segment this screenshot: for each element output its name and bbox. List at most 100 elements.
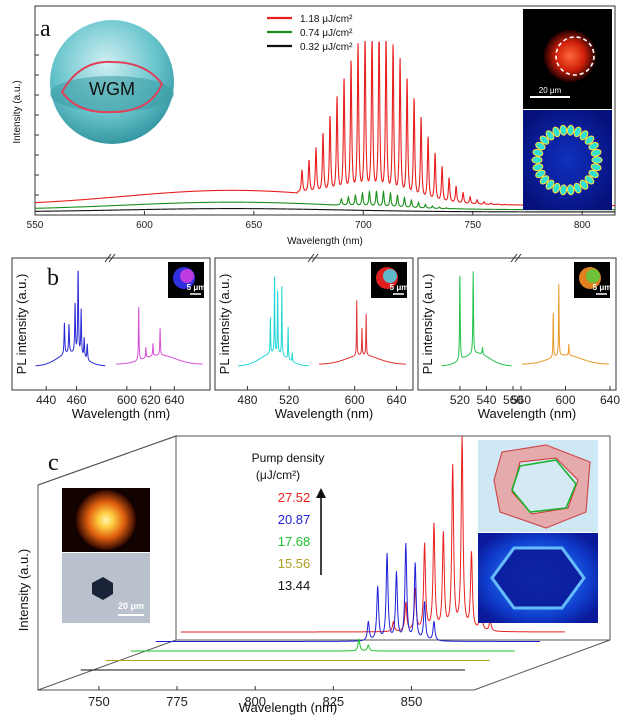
panel-c-letter: c xyxy=(48,450,59,476)
panel-b-xlabel: Wavelength (nm) xyxy=(72,406,171,421)
wgm-field-lobe xyxy=(532,148,544,157)
wgm-field-lobe xyxy=(545,179,555,190)
panel-b-frame xyxy=(214,257,414,391)
scalebar-c-label: 20 μm xyxy=(118,601,144,611)
panel-b-x-tick-label: 520 xyxy=(279,393,299,407)
pump-density-value: 20.87 xyxy=(278,512,311,527)
panel-a-x-tick-label: 550 xyxy=(27,220,44,231)
emission-spot xyxy=(544,30,596,82)
pump-density-unit: (μJ/cm²) xyxy=(256,468,300,482)
wgm-field-lobe xyxy=(531,156,543,164)
panel-b-spectrum xyxy=(441,271,512,367)
wgm-field-lobe xyxy=(591,156,603,164)
panel-b-x-tick-label: 600 xyxy=(345,393,365,407)
panel-b-ylabel: PL intensity (a.u.) xyxy=(14,274,29,375)
wgm-field-lobe xyxy=(579,179,589,190)
panel-b-letter: b xyxy=(47,265,59,291)
panel-b-x-tick-label: 560 xyxy=(503,393,523,407)
panel-c: c Intensity (a.u.) Wavelength (nm) 750 77… xyxy=(16,435,611,715)
cavity-inner-face xyxy=(511,457,579,515)
panel-a: a Intensity (a.u.) Wavelength (nm) 550 60… xyxy=(12,5,616,247)
scalebar-a-label: 20 μm xyxy=(539,86,562,95)
wgm-field-lobe xyxy=(588,141,599,151)
wgm-field-lobe xyxy=(573,182,582,194)
panel-b-x-tick-label: 460 xyxy=(67,393,87,407)
panel-b-scalebar-label: 5 μm xyxy=(187,283,206,292)
panel-b-inset-shell xyxy=(586,269,600,283)
wgm-field-lobe xyxy=(573,126,582,138)
panel-a-frame xyxy=(34,5,616,216)
wgm-field-lobe xyxy=(559,124,568,136)
panel-c-microscope-image: 20 μm xyxy=(62,553,150,623)
pump-density-value: 17.68 xyxy=(278,534,311,549)
panel-c-legend: 27.52 20.87 17.68 15.56 13.44 xyxy=(278,490,311,593)
panel-a-xlabel: Wavelength (nm) xyxy=(287,236,363,247)
panel-a-x-tick-label: 800 xyxy=(574,220,591,231)
panel-b-ylabel: PL intensity (a.u.) xyxy=(420,274,435,375)
panel-a-legend-label: 0.32 μJ/cm² xyxy=(300,42,353,53)
pump-density-value: 13.44 xyxy=(278,578,311,593)
axis-break-mark xyxy=(510,253,518,263)
axis-break-mark xyxy=(311,253,319,263)
wgm-field-lobe xyxy=(588,169,599,179)
panel-c-series-line xyxy=(130,637,515,652)
wgm-field-lobe xyxy=(590,163,602,172)
panel-c-emission-image xyxy=(62,488,150,552)
cavity-green-path xyxy=(511,459,577,513)
panel-b-spectrum xyxy=(116,306,203,365)
wgm-field-lobe xyxy=(532,163,544,172)
wgm-field-lobe xyxy=(539,135,550,145)
panel-b-xlabel: Wavelength (nm) xyxy=(478,406,577,421)
panel-a-x-tick-label: 700 xyxy=(355,220,372,231)
wgm-field-lobe xyxy=(584,135,595,145)
panel-b-x-tick-label: 620 xyxy=(141,393,161,407)
axis-break-mark xyxy=(307,253,315,263)
wgm-field-lobe xyxy=(539,175,550,185)
panel-c-cavity-model xyxy=(478,440,598,532)
axis-break-mark xyxy=(514,253,522,263)
panel-b-scalebar-label: 5 μm xyxy=(390,283,409,292)
panel-b-frame xyxy=(11,257,211,391)
panel-a-y-ticks xyxy=(35,34,39,196)
panel-b-inset-shell xyxy=(180,269,194,283)
panel-b-spectrum xyxy=(35,270,106,367)
panel-b-x-tick-label: 600 xyxy=(117,393,137,407)
wgm-sphere-equator xyxy=(50,76,174,112)
wgm-field-lobe xyxy=(545,130,555,141)
panel-a-legend-label: 1.18 μJ/cm² xyxy=(300,14,353,25)
panel-c-series-line xyxy=(180,436,565,633)
panel-a-letter: a xyxy=(40,16,51,42)
panel-c-xlabel: Wavelength (nm) xyxy=(239,700,338,715)
pump-density-value: 27.52 xyxy=(278,490,311,505)
panel-c-field-simulation xyxy=(478,533,598,623)
panel-b-subplot: PL intensity (a.u.) Wavelength (nm) 440 460… xyxy=(11,253,211,421)
orange-spot xyxy=(76,490,136,550)
panel-a-series-line xyxy=(35,208,615,213)
wgm-sphere-inset: WGM xyxy=(50,20,174,144)
wgm-field-lobe xyxy=(590,148,602,157)
panel-a-legend-label: 0.74 μJ/cm² xyxy=(300,28,353,39)
wgm-label: WGM xyxy=(89,79,135,99)
panel-c-series-line xyxy=(155,542,540,642)
panel-b-subplot: PL intensity (a.u.) Wavelength (nm) 480 520… xyxy=(214,253,414,421)
panel-b-x-tick-label: 440 xyxy=(36,393,56,407)
panel-a-ylabel: Intensity (a.u.) xyxy=(12,80,23,143)
wgm-field-ring xyxy=(531,124,603,196)
panel-b-x-tick-label: 520 xyxy=(450,393,470,407)
wgm-field-lobe xyxy=(566,184,575,196)
axis-break-mark xyxy=(104,253,112,263)
pump-density-value: 15.56 xyxy=(278,556,311,571)
panel-b-x-tick-label: 640 xyxy=(600,393,620,407)
panel-c-x-tick-label: 750 xyxy=(88,694,110,709)
wgm-field-lobe xyxy=(535,141,546,151)
panel-b-scalebar-label: 5 μm xyxy=(593,283,612,292)
panel-b-frame xyxy=(417,257,617,391)
panel-b-inset-shell xyxy=(383,269,397,283)
panel-b-x-tick-label: 640 xyxy=(387,393,407,407)
panel-c-x-tick-label: 825 xyxy=(322,694,344,709)
panel-a-series xyxy=(34,41,615,213)
panel-a-emission-image: 20 μm xyxy=(523,9,612,109)
axis-break-mark xyxy=(108,253,116,263)
